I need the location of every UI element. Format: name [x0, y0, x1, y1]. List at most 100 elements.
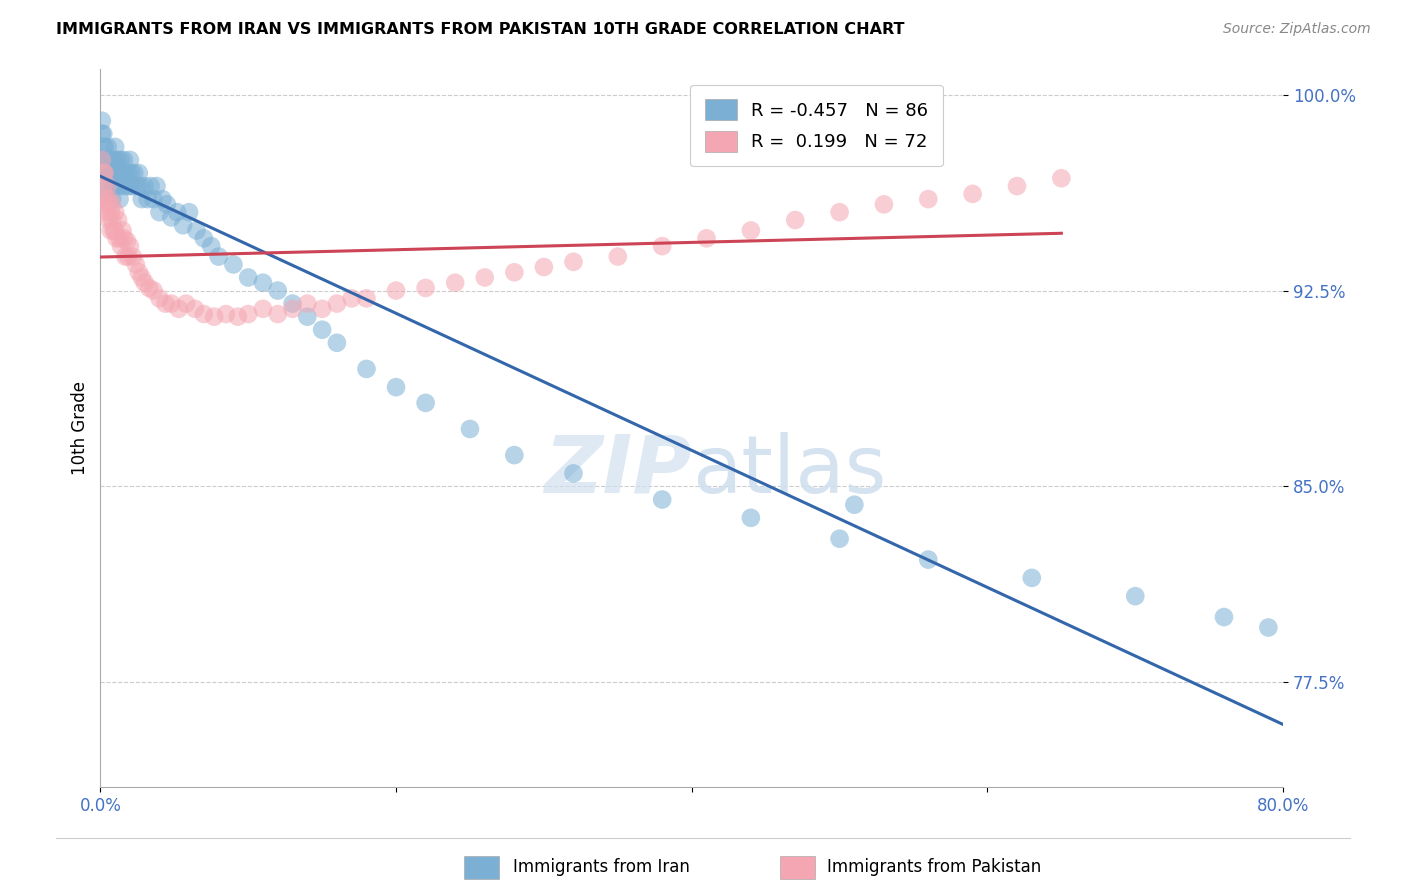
Point — [108, 192, 131, 206]
Point — [98, 213, 121, 227]
Point — [148, 205, 170, 219]
Point — [172, 219, 194, 233]
Point — [91, 153, 114, 167]
Point — [111, 223, 134, 237]
Point — [101, 213, 124, 227]
Point — [385, 380, 408, 394]
Point — [97, 166, 120, 180]
Point — [252, 301, 274, 316]
Point — [103, 153, 125, 167]
Point — [160, 211, 183, 225]
Point — [118, 179, 141, 194]
Point — [98, 192, 121, 206]
Point — [533, 260, 555, 274]
Point — [238, 270, 260, 285]
Point — [962, 186, 984, 201]
Point — [110, 239, 132, 253]
Point — [100, 153, 122, 167]
Point — [193, 307, 215, 321]
Point — [105, 166, 128, 180]
Point — [122, 250, 145, 264]
Point — [474, 270, 496, 285]
Point — [100, 205, 122, 219]
Point — [222, 257, 245, 271]
Point — [740, 223, 762, 237]
Point — [562, 255, 585, 269]
Point — [297, 296, 319, 310]
Point — [606, 250, 628, 264]
Point — [740, 510, 762, 524]
Point — [281, 301, 304, 316]
Point — [207, 250, 229, 264]
Point — [117, 250, 139, 264]
Point — [100, 179, 122, 194]
Point — [385, 284, 408, 298]
Point — [785, 213, 807, 227]
Point — [91, 127, 114, 141]
Point — [356, 292, 378, 306]
Y-axis label: 10th Grade: 10th Grade — [72, 381, 89, 475]
Point — [104, 153, 127, 167]
Point — [111, 179, 134, 194]
Point — [114, 166, 136, 180]
Point — [145, 179, 167, 194]
Point — [103, 223, 125, 237]
Point — [160, 296, 183, 310]
Point — [200, 239, 222, 253]
Point — [226, 310, 249, 324]
Text: IMMIGRANTS FROM IRAN VS IMMIGRANTS FROM PAKISTAN 10TH GRADE CORRELATION CHART: IMMIGRANTS FROM IRAN VS IMMIGRANTS FROM … — [56, 22, 904, 37]
Point — [105, 231, 128, 245]
Point — [142, 192, 165, 206]
Point — [184, 301, 207, 316]
Point — [124, 166, 146, 180]
Point — [281, 296, 304, 310]
Point — [340, 292, 363, 306]
Point — [131, 192, 153, 206]
Point — [193, 231, 215, 245]
Point — [96, 192, 118, 206]
Point — [94, 166, 117, 180]
Point — [311, 301, 333, 316]
Point — [202, 310, 225, 324]
Point — [186, 223, 208, 237]
Point — [97, 192, 120, 206]
Point — [167, 301, 190, 316]
Point — [115, 234, 138, 248]
Point — [100, 166, 122, 180]
Point — [828, 205, 851, 219]
Legend: R = -0.457   N = 86, R =  0.199   N = 72: R = -0.457 N = 86, R = 0.199 N = 72 — [690, 85, 943, 166]
Point — [503, 448, 526, 462]
Point — [97, 179, 120, 194]
Point — [97, 140, 120, 154]
Point — [107, 179, 129, 194]
Point — [311, 323, 333, 337]
Point — [917, 192, 939, 206]
Point — [1257, 620, 1279, 634]
Point — [562, 467, 585, 481]
Point — [94, 166, 117, 180]
Point — [96, 166, 118, 180]
Point — [111, 166, 134, 180]
Point — [107, 213, 129, 227]
Point — [104, 205, 127, 219]
Point — [97, 197, 120, 211]
Point — [828, 532, 851, 546]
Point — [110, 153, 132, 167]
Point — [267, 284, 290, 298]
Point — [94, 153, 117, 167]
Point — [107, 153, 129, 167]
Point — [98, 166, 121, 180]
Text: Immigrants from Iran: Immigrants from Iran — [513, 858, 690, 876]
Point — [128, 265, 150, 279]
Text: Immigrants from Pakistan: Immigrants from Pakistan — [827, 858, 1040, 876]
Point — [415, 396, 437, 410]
Point — [142, 284, 165, 298]
Point — [103, 179, 125, 194]
Point — [1123, 589, 1146, 603]
Point — [136, 192, 159, 206]
Point — [117, 166, 139, 180]
Point — [215, 307, 238, 321]
Point — [115, 179, 138, 194]
Point — [444, 276, 467, 290]
Point — [100, 223, 122, 237]
